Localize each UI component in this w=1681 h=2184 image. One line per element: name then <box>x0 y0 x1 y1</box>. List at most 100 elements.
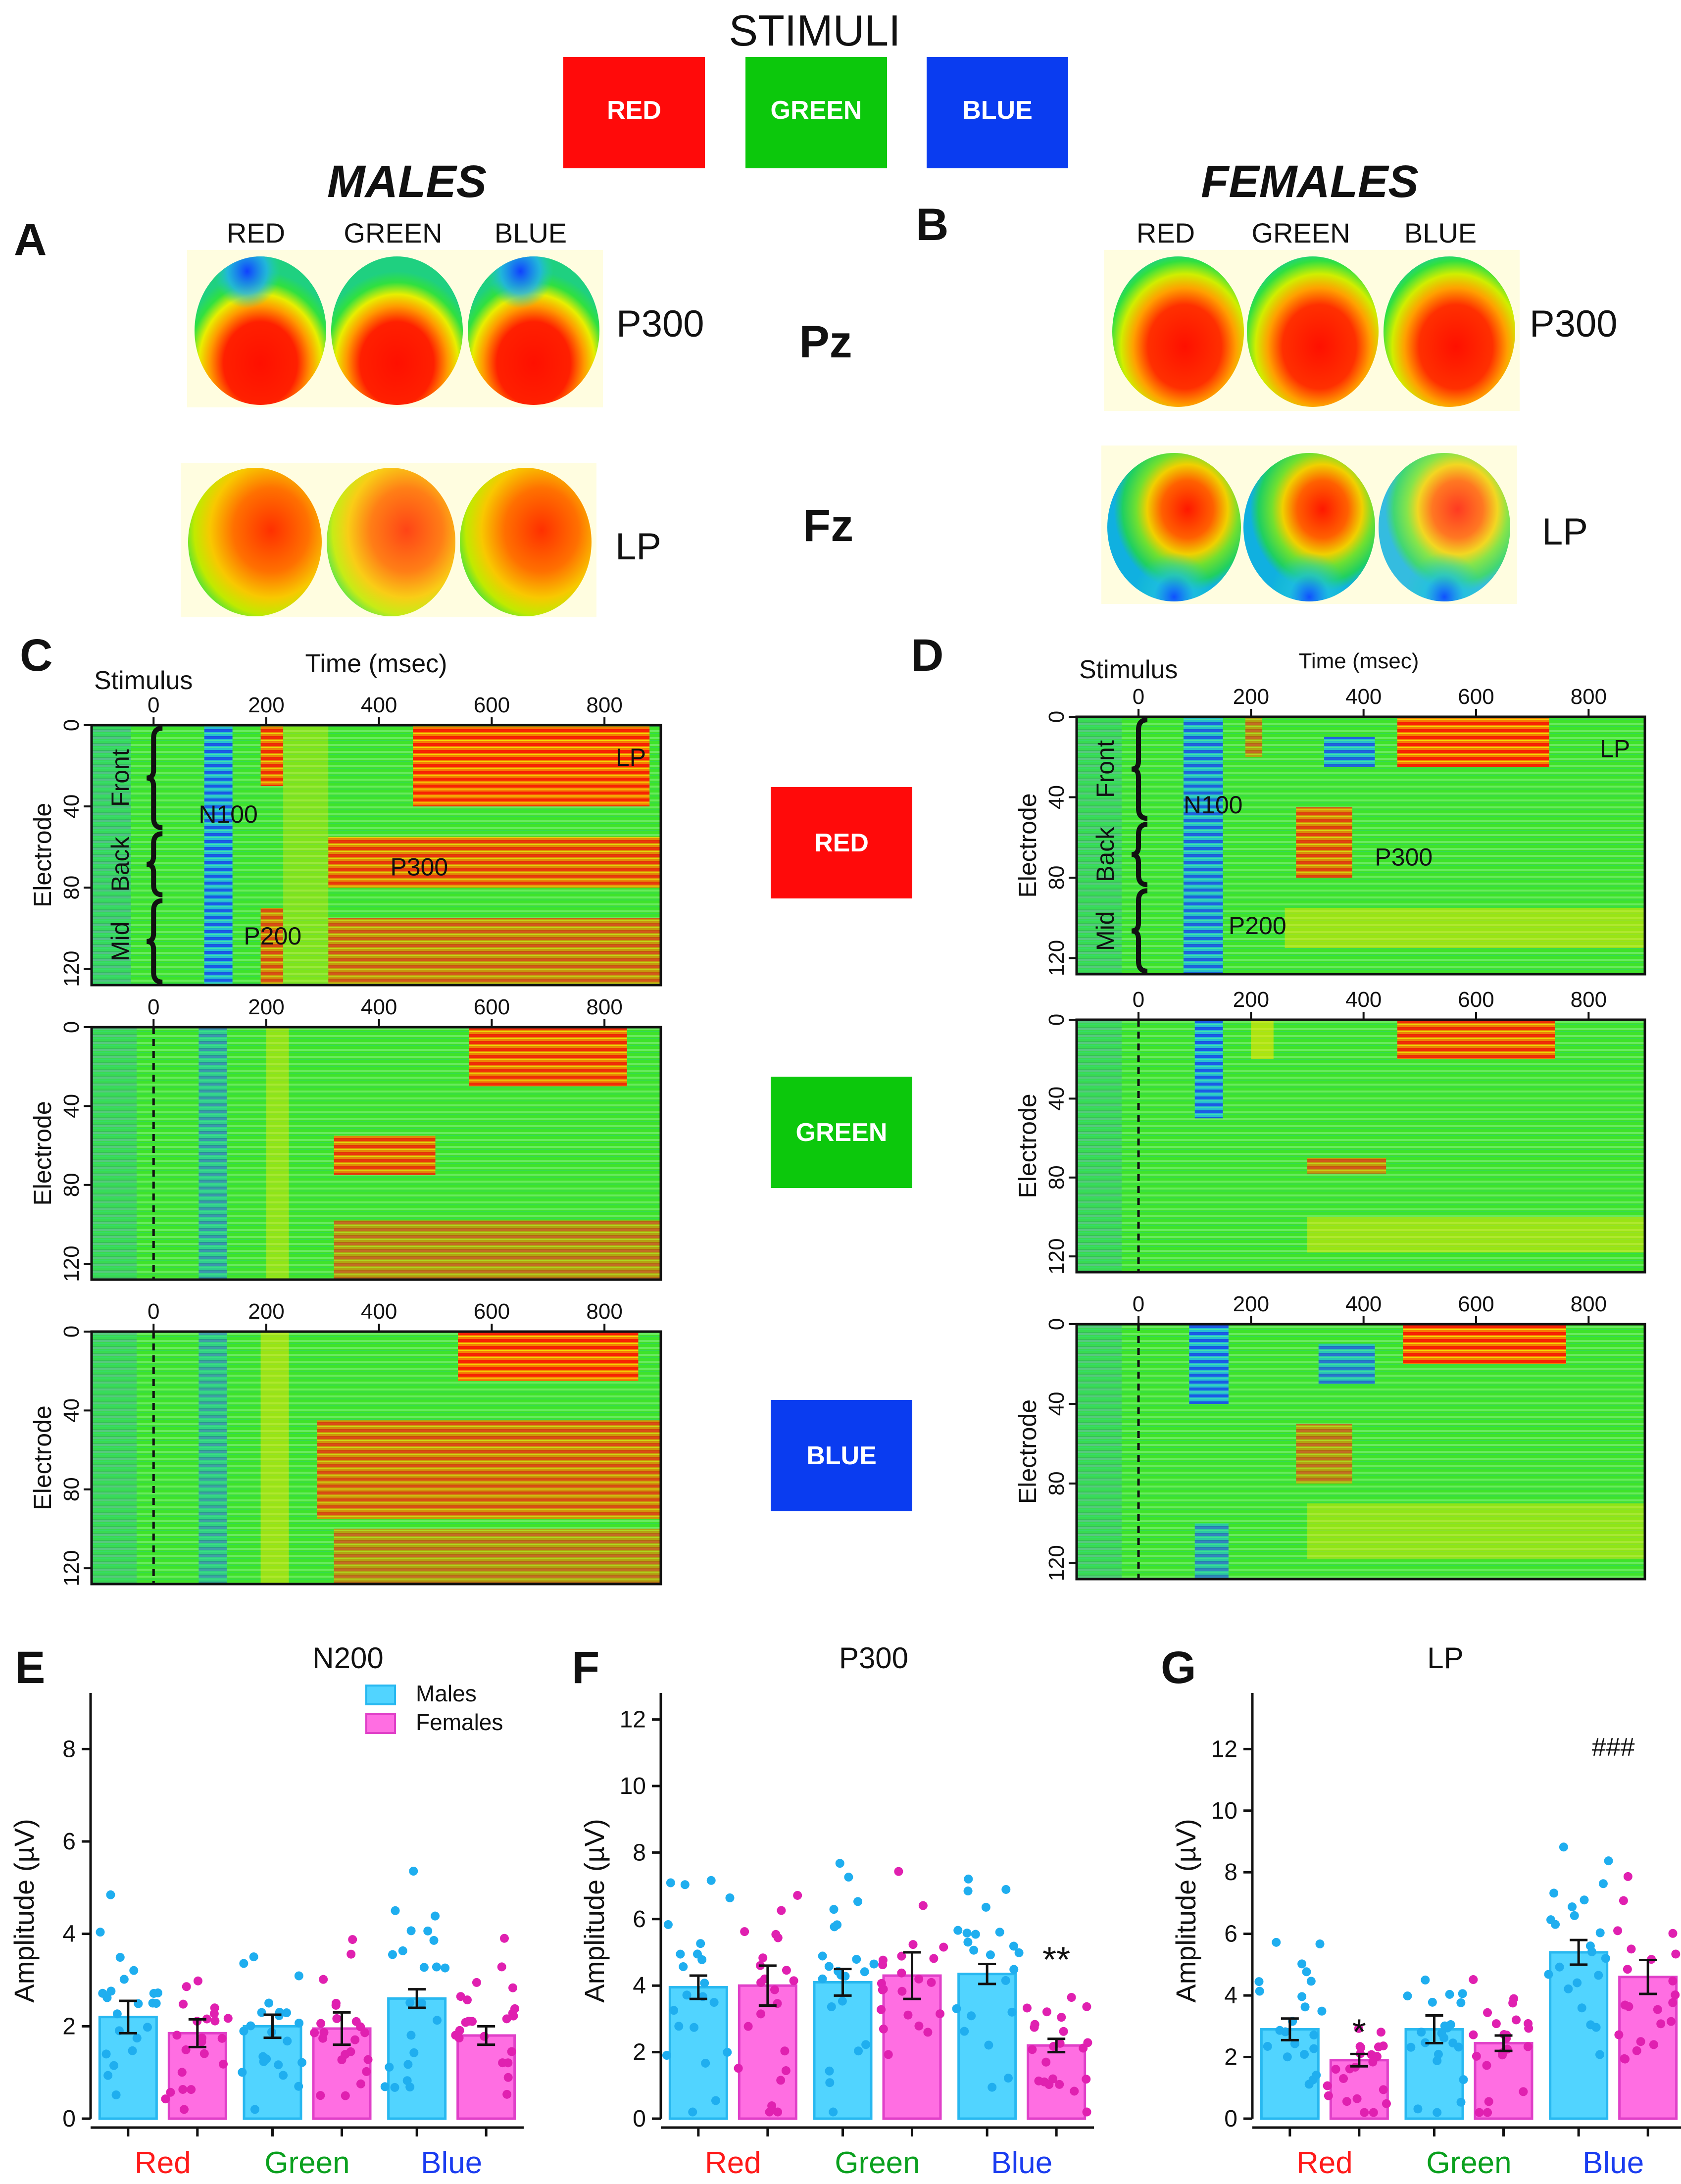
data-point <box>852 1955 861 1964</box>
data-point <box>869 1959 879 1969</box>
data-point <box>346 1949 356 1959</box>
topo-females-red-p300 <box>1112 256 1244 407</box>
heatmap-males-red-blob <box>92 725 131 985</box>
data-point <box>1483 2008 1492 2017</box>
heatmap-females-p300-label: P300 <box>1375 844 1433 871</box>
data-point <box>1604 1856 1613 1866</box>
heatmap-females-red-blob <box>1245 717 1263 757</box>
heatmap-females-blue-blob <box>1189 1324 1229 1404</box>
data-point <box>316 2019 326 2028</box>
data-point <box>419 1963 429 1972</box>
data-point <box>1458 1989 1467 1998</box>
chart-title: N200 <box>312 1641 383 1675</box>
panel-letter-e: E <box>15 1642 45 1693</box>
data-point <box>879 2024 888 2034</box>
data-point <box>279 2071 288 2080</box>
data-point <box>1512 2015 1521 2025</box>
heatmap-females-red: 0 200 400 600 800 0 40 80 120 Electrode <box>1014 685 1646 976</box>
data-point <box>502 2089 512 2099</box>
data-point <box>1668 1976 1678 1985</box>
data-point <box>1580 1895 1589 1905</box>
stimulus-blue-swatch <box>927 57 1068 168</box>
heatmap-males-blue-x-tick-label: 0 <box>148 1299 159 1324</box>
legend-label-females: Females <box>416 1709 503 1735</box>
data-point <box>700 1979 709 1988</box>
data-point <box>1456 2097 1466 2107</box>
heatmap-males-blue-x-tick-label: 600 <box>474 1299 510 1324</box>
heatmap-males-red-y-tick-label: 0 <box>59 719 84 731</box>
bar-chart-f: 0 2 4 6 8 10 12 Amplitude (µV) P300 Red Green Blue *… <box>579 1641 1094 2180</box>
panel-letter-a: A <box>14 214 47 265</box>
heatmap-females-region-bracket <box>1131 822 1148 888</box>
heatmap-females-green-x-tick-label: 400 <box>1345 988 1382 1012</box>
y-tick-label: 4 <box>1224 1983 1237 2009</box>
data-point <box>1555 1962 1564 1972</box>
data-point <box>1623 1965 1632 1974</box>
heatmap-males-green-blob <box>334 1136 436 1175</box>
y-tick-label: 8 <box>1224 1859 1237 1886</box>
data-point <box>897 1951 906 1961</box>
data-point <box>1598 1879 1608 1888</box>
heatmap-males-stimulus-label: Stimulus <box>94 666 193 695</box>
data-point <box>441 1963 450 1973</box>
heatmap-males-green-y-tick-label: 120 <box>59 1245 84 1282</box>
data-point <box>829 1905 839 1914</box>
topo-females-blue-p300 <box>1384 256 1515 407</box>
legend-swatch-females <box>365 1713 396 1734</box>
data-point <box>509 2011 518 2021</box>
data-point <box>1632 2046 1641 2055</box>
data-point <box>1323 2081 1332 2090</box>
data-point <box>310 2028 319 2037</box>
data-point <box>391 1906 400 1915</box>
heatmap-males-p200-label: P200 <box>244 922 301 950</box>
data-point <box>166 2087 175 2097</box>
data-point <box>153 1988 162 1998</box>
heatmap-females-blue-blob <box>1296 1424 1352 1484</box>
heatmap-males-red: 0 200 400 600 800 0 40 80 120 Electrode <box>29 693 662 987</box>
data-point <box>1601 1954 1610 1963</box>
heatmap-females-green-blob <box>1397 1020 1555 1059</box>
heatmap-females-stimulus-label: Stimulus <box>1079 655 1178 684</box>
heatmap-males-green-blob <box>266 1027 289 1280</box>
data-point <box>238 2068 247 2077</box>
significance-annotation: ** <box>1042 1940 1070 1980</box>
legend-label-males: Males <box>416 1681 477 1706</box>
data-point <box>390 2083 399 2092</box>
heatmap-males-red-y-tick-label: 40 <box>59 794 84 819</box>
heatmap-females-time-label: Time (msec) <box>1299 649 1419 673</box>
center-stimulus-swatch-red <box>771 787 912 898</box>
data-point <box>282 2008 291 2018</box>
data-point <box>1283 2052 1292 2062</box>
data-point <box>1568 1902 1577 1912</box>
data-point <box>432 1962 441 1972</box>
data-point <box>897 1986 907 1996</box>
heatmap-males-green-y-tick-label: 80 <box>59 1173 84 1197</box>
data-point <box>1009 1965 1019 1974</box>
heatmap-males-red-blob <box>328 918 661 985</box>
heatmap-females-region-label: Front <box>1091 740 1119 798</box>
data-point <box>927 1978 936 1987</box>
data-point <box>1484 2097 1493 2106</box>
bar-females-blue <box>1618 1976 1678 2120</box>
data-point <box>398 1946 407 1955</box>
data-point <box>1472 2051 1481 2061</box>
heatmap-females-red-blob <box>1183 717 1223 974</box>
data-point <box>967 2011 976 2021</box>
data-point <box>178 2085 188 2094</box>
data-point <box>1369 2108 1378 2117</box>
data-point <box>1300 2050 1309 2059</box>
data-point <box>132 2034 142 2043</box>
data-point <box>464 2017 473 2026</box>
topo-overlay <box>195 256 326 405</box>
topo-overlay <box>1379 453 1510 601</box>
heatmap-females-red-blob <box>1296 807 1352 878</box>
data-point <box>825 2066 834 2076</box>
y-tick-label: 12 <box>620 1707 646 1733</box>
data-point <box>179 1999 188 2009</box>
data-point <box>877 1979 886 1988</box>
data-point <box>294 1971 303 1981</box>
data-point <box>219 2059 228 2069</box>
data-point <box>1030 2023 1039 2032</box>
heatmap-females-blue-y-tick-label: 80 <box>1044 1471 1069 1495</box>
